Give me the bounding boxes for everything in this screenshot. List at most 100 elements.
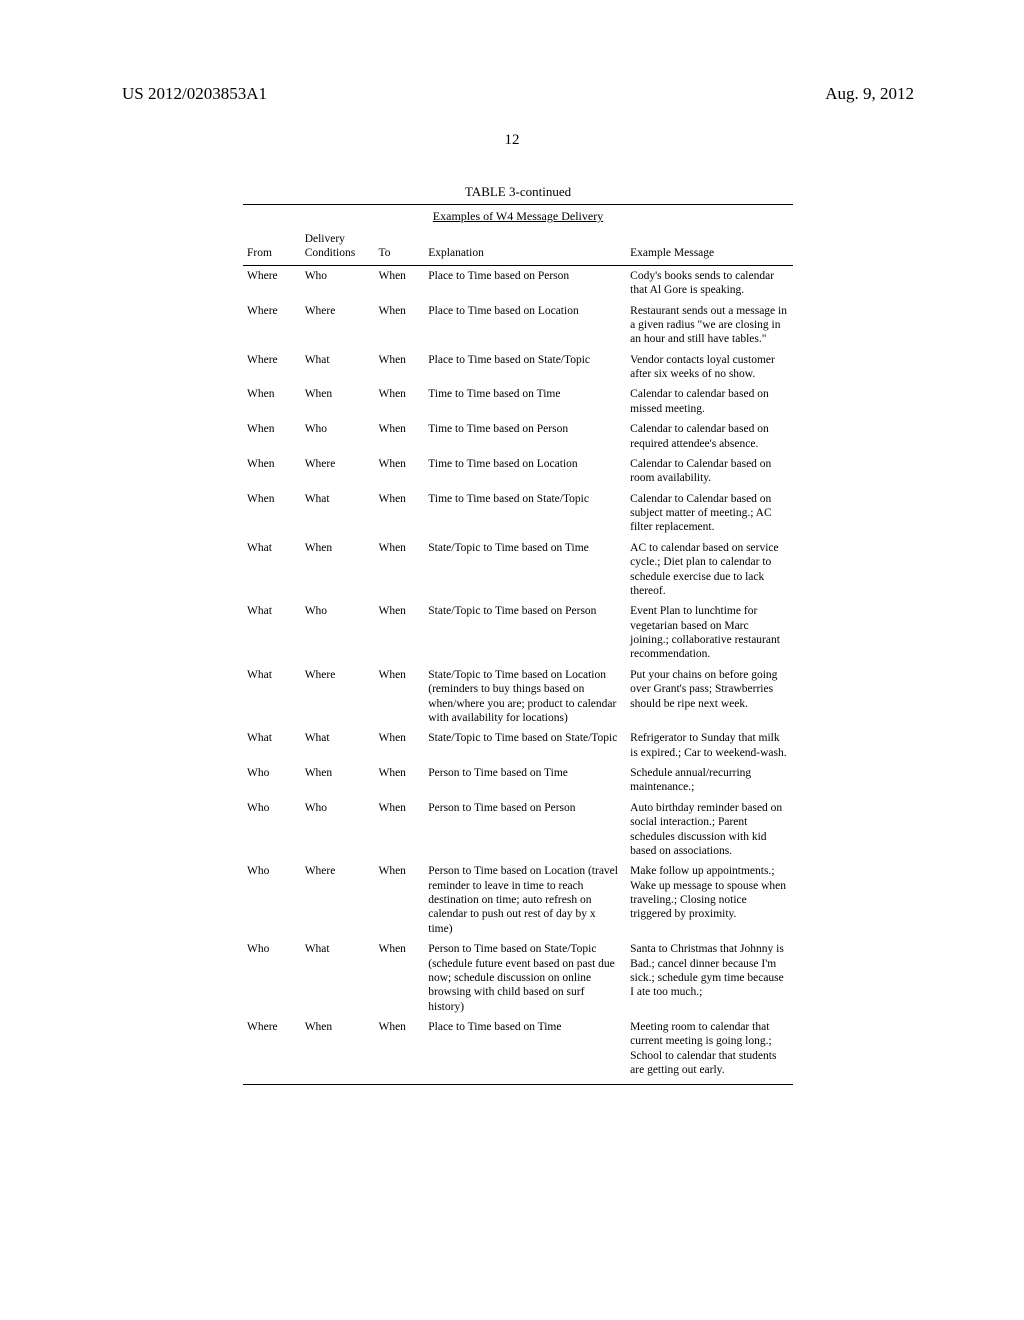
cell-exp: Time to Time based on Time — [424, 384, 626, 419]
table-row: When What When Time to Time based on Sta… — [243, 489, 793, 538]
cell-msg: Refrigerator to Sunday that milk is expi… — [626, 728, 793, 763]
cell-msg: AC to calendar based on service cycle.; … — [626, 538, 793, 602]
cell-cond: When — [301, 538, 375, 602]
cell-cond: Where — [301, 861, 375, 939]
cell-msg: Calendar to Calendar based on room avail… — [626, 454, 793, 489]
table-row: When When When Time to Time based on Tim… — [243, 384, 793, 419]
cell-exp: Person to Time based on Time — [424, 763, 626, 798]
table-row: What When When State/Topic to Time based… — [243, 538, 793, 602]
col-header-conditions: Delivery Conditions — [301, 226, 375, 265]
cell-to: When — [374, 861, 424, 939]
cell-exp: Time to Time based on State/Topic — [424, 489, 626, 538]
cell-to: When — [374, 601, 424, 665]
cell-to: When — [374, 350, 424, 385]
table-header-row: From Delivery Conditions To Explanation … — [243, 226, 793, 265]
cell-to: When — [374, 301, 424, 350]
table-row: Where Where When Place to Time based on … — [243, 301, 793, 350]
cell-exp: Place to Time based on Person — [424, 265, 626, 300]
cell-from: When — [243, 489, 301, 538]
table-row: Who Where When Person to Time based on L… — [243, 861, 793, 939]
cell-to: When — [374, 1017, 424, 1084]
cell-exp: Time to Time based on Person — [424, 419, 626, 454]
cell-exp: Place to Time based on State/Topic — [424, 350, 626, 385]
cell-exp: State/Topic to Time based on Location (r… — [424, 665, 626, 729]
page-number: 12 — [505, 132, 520, 149]
table-row: Where When When Place to Time based on T… — [243, 1017, 793, 1084]
cell-from: When — [243, 384, 301, 419]
cell-from: When — [243, 454, 301, 489]
cell-from: Where — [243, 301, 301, 350]
col-header-explanation: Explanation — [424, 226, 626, 265]
publication-date: Aug. 9, 2012 — [825, 84, 914, 104]
cell-msg: Calendar to calendar based on required a… — [626, 419, 793, 454]
cell-exp: Place to Time based on Location — [424, 301, 626, 350]
cell-from: What — [243, 728, 301, 763]
cell-to: When — [374, 384, 424, 419]
cell-cond: When — [301, 1017, 375, 1084]
cell-to: When — [374, 538, 424, 602]
cell-from: Who — [243, 763, 301, 798]
col-header-to: To — [374, 226, 424, 265]
cell-cond: What — [301, 728, 375, 763]
table-row: Who Who When Person to Time based on Per… — [243, 798, 793, 862]
cell-from: What — [243, 538, 301, 602]
cell-exp: Time to Time based on Location — [424, 454, 626, 489]
cell-from: Who — [243, 798, 301, 862]
table-caption: Examples of W4 Message Delivery — [243, 205, 793, 227]
cell-to: When — [374, 665, 424, 729]
cell-to: When — [374, 763, 424, 798]
cell-exp: Place to Time based on Time — [424, 1017, 626, 1084]
table-row: What Where When State/Topic to Time base… — [243, 665, 793, 729]
cell-cond: Who — [301, 419, 375, 454]
cell-cond: Where — [301, 665, 375, 729]
cell-cond: Who — [301, 601, 375, 665]
cell-from: Where — [243, 265, 301, 300]
cell-exp: State/Topic to Time based on Time — [424, 538, 626, 602]
cell-from: Who — [243, 861, 301, 939]
cell-cond: When — [301, 763, 375, 798]
cell-exp: State/Topic to Time based on Person — [424, 601, 626, 665]
cell-exp: Person to Time based on State/Topic (sch… — [424, 939, 626, 1017]
cell-msg: Calendar to calendar based on missed mee… — [626, 384, 793, 419]
table-container: TABLE 3-continued Examples of W4 Message… — [243, 184, 793, 1085]
table-row: Where What When Place to Time based on S… — [243, 350, 793, 385]
cell-cond: Where — [301, 301, 375, 350]
cell-msg: Auto birthday reminder based on social i… — [626, 798, 793, 862]
cell-exp: State/Topic to Time based on State/Topic — [424, 728, 626, 763]
cell-from: What — [243, 665, 301, 729]
cell-msg: Event Plan to lunchtime for vegetarian b… — [626, 601, 793, 665]
table-row: When Who When Time to Time based on Pers… — [243, 419, 793, 454]
cell-msg: Put your chains on before going over Gra… — [626, 665, 793, 729]
cell-msg: Calendar to Calendar based on subject ma… — [626, 489, 793, 538]
cell-from: Where — [243, 1017, 301, 1084]
cell-from: Where — [243, 350, 301, 385]
cell-msg: Santa to Christmas that Johnny is Bad.; … — [626, 939, 793, 1017]
cell-cond: When — [301, 384, 375, 419]
col-header-example: Example Message — [626, 226, 793, 265]
cell-msg: Cody's books sends to calendar that Al G… — [626, 265, 793, 300]
cell-to: When — [374, 265, 424, 300]
cell-msg: Vendor contacts loyal customer after six… — [626, 350, 793, 385]
cell-to: When — [374, 419, 424, 454]
cell-to: When — [374, 489, 424, 538]
cell-cond: What — [301, 489, 375, 538]
cell-from: What — [243, 601, 301, 665]
cell-msg: Schedule annual/recurring maintenance.; — [626, 763, 793, 798]
cell-cond: Who — [301, 265, 375, 300]
cell-from: When — [243, 419, 301, 454]
cell-to: When — [374, 939, 424, 1017]
cell-exp: Person to Time based on Location (travel… — [424, 861, 626, 939]
cell-cond: What — [301, 350, 375, 385]
w4-table: Examples of W4 Message Delivery From Del… — [243, 204, 793, 1085]
table-row: Where Who When Place to Time based on Pe… — [243, 265, 793, 300]
cell-cond: Who — [301, 798, 375, 862]
cell-to: When — [374, 728, 424, 763]
table-row: What Who When State/Topic to Time based … — [243, 601, 793, 665]
table-title: TABLE 3-continued — [243, 184, 793, 200]
table-row: When Where When Time to Time based on Lo… — [243, 454, 793, 489]
table-row: Who What When Person to Time based on St… — [243, 939, 793, 1017]
cell-from: Who — [243, 939, 301, 1017]
table-caption-row: Examples of W4 Message Delivery — [243, 205, 793, 227]
cell-msg: Restaurant sends out a message in a give… — [626, 301, 793, 350]
cell-cond: Where — [301, 454, 375, 489]
